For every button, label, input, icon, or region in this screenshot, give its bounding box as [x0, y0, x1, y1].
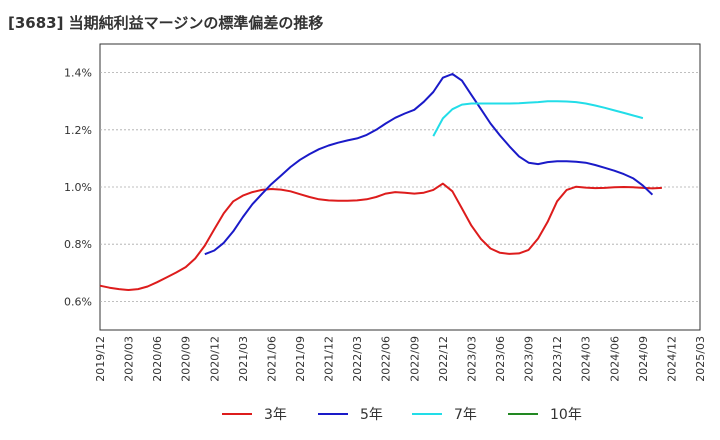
legend-label: 7年	[454, 407, 477, 423]
x-tick-label: 2021/03	[237, 336, 250, 382]
x-tick-label: 2020/12	[208, 336, 221, 382]
legend-label: 3年	[264, 407, 287, 423]
x-axis: 2019/12 2020/03 2020/06 2020/09 2020/12 2021/…	[94, 336, 707, 382]
x-tick-label: 2020/09	[180, 336, 193, 382]
legend: 3年 5年 7年 10年	[222, 407, 582, 423]
x-tick-label: 2024/06	[608, 336, 621, 382]
x-tick-label: 2023/03	[465, 336, 478, 382]
x-tick-label: 2022/09	[408, 336, 421, 382]
x-tick-label: 2019/12	[94, 336, 107, 382]
x-tick-label: 2021/06	[265, 336, 278, 382]
y-tick-label: 1.4%	[64, 67, 92, 80]
y-tick-label: 0.8%	[64, 238, 92, 251]
legend-label: 5年	[360, 407, 383, 423]
series-layer	[99, 73, 662, 291]
x-tick-label: 2023/09	[523, 336, 536, 382]
x-tick-label: 2025/03	[694, 336, 707, 382]
y-tick-label: 1.0%	[64, 181, 92, 194]
x-tick-label: 2022/03	[351, 336, 364, 382]
x-tick-label: 2020/03	[123, 336, 136, 382]
series-line	[204, 73, 654, 256]
series-line	[99, 182, 662, 291]
legend-label: 10年	[550, 407, 582, 423]
chart-title: [3683] 当期純利益マージンの標準偏差の推移	[8, 14, 324, 32]
y-axis: 0.6% 0.8% 1.0% 1.2% 1.4%	[64, 67, 92, 309]
x-tick-label: 2021/09	[294, 336, 307, 382]
x-tick-label: 2022/12	[437, 336, 450, 382]
x-tick-label: 2020/06	[151, 336, 164, 382]
x-tick-label: 2024/03	[580, 336, 593, 382]
x-tick-label: 2022/06	[380, 336, 393, 382]
x-tick-label: 2024/09	[637, 336, 650, 382]
y-tick-label: 1.2%	[64, 124, 92, 137]
series-line	[432, 100, 644, 137]
x-tick-label: 2023/06	[494, 336, 507, 382]
x-tick-label: 2021/12	[323, 336, 336, 382]
x-tick-label: 2024/12	[665, 336, 678, 382]
y-tick-label: 0.6%	[64, 295, 92, 308]
x-tick-label: 2023/12	[551, 336, 564, 382]
